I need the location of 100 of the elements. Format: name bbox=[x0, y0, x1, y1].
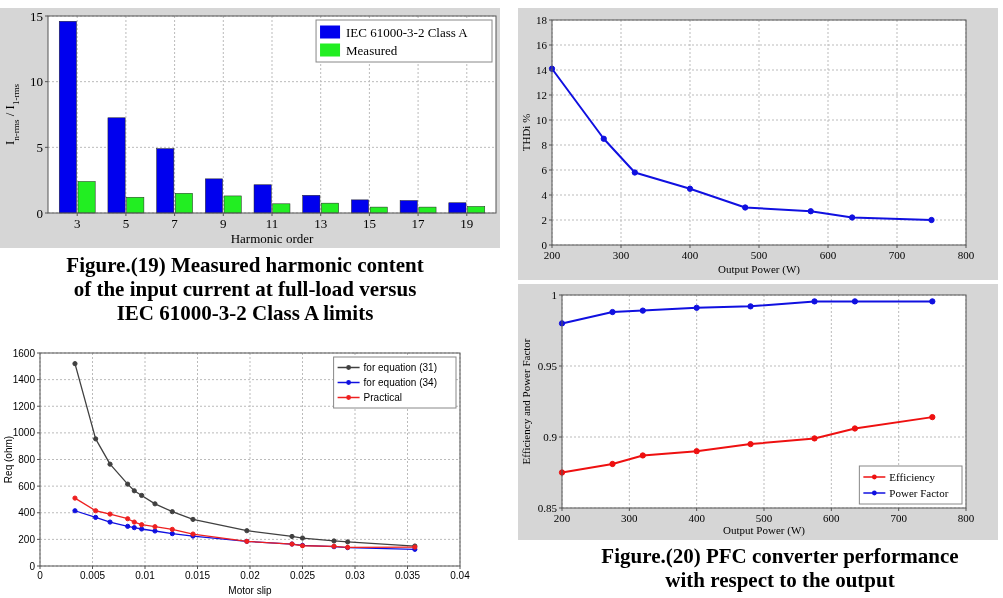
point bbox=[169, 531, 175, 537]
point bbox=[131, 525, 137, 531]
point bbox=[93, 508, 99, 514]
x-tick-label: 0.015 bbox=[184, 570, 211, 581]
point bbox=[299, 535, 306, 541]
point bbox=[609, 460, 616, 468]
y-tick-label: 1400 bbox=[12, 374, 36, 386]
x-tick-label: 600 bbox=[819, 248, 837, 261]
y-axis-title: THDi % bbox=[520, 113, 532, 152]
point bbox=[152, 524, 158, 530]
y-tick-label: 1000 bbox=[12, 427, 36, 439]
y-tick-label: 16 bbox=[536, 38, 548, 51]
y-tick-label: 600 bbox=[18, 480, 36, 492]
point bbox=[107, 461, 113, 467]
x-tick-label: 400 bbox=[688, 511, 706, 524]
x-tick-label: 7 bbox=[171, 216, 179, 232]
x-tick-label: 5 bbox=[122, 216, 130, 232]
point bbox=[811, 298, 818, 305]
x-tick-label: 0.04 bbox=[450, 570, 471, 581]
point bbox=[93, 436, 99, 442]
x-tick-label: 15 bbox=[362, 216, 376, 232]
y-tick-label: 10 bbox=[30, 74, 43, 90]
point bbox=[139, 526, 145, 532]
point bbox=[139, 492, 145, 499]
y-axis-title: Efficiency and Power Factor bbox=[520, 338, 532, 465]
x-tick-label: 700 bbox=[890, 511, 908, 524]
point bbox=[929, 413, 936, 421]
legend-label: Power Factor bbox=[889, 486, 949, 499]
y-axis-title: Req (ohm) bbox=[3, 435, 14, 484]
y-tick-label: 200 bbox=[18, 533, 36, 545]
point bbox=[345, 539, 351, 545]
y-tick-label: 6 bbox=[541, 163, 548, 176]
x-tick-label: 19 bbox=[460, 216, 474, 232]
point bbox=[929, 298, 936, 305]
point bbox=[693, 448, 700, 455]
y-tick-label: 1600 bbox=[12, 347, 36, 359]
point bbox=[811, 435, 818, 442]
y-tick-label: 8 bbox=[541, 138, 548, 151]
y-tick-label: 4 bbox=[541, 188, 548, 201]
text: IEC 61000-3-2 Class A limits bbox=[116, 301, 374, 325]
legend-label: for equation (31) bbox=[363, 362, 437, 373]
y-tick-label: 0.85 bbox=[537, 501, 558, 514]
point bbox=[849, 214, 856, 221]
x-axis-title: Output Power (W) bbox=[723, 524, 806, 537]
y-tick-label: 1 bbox=[551, 288, 557, 301]
point bbox=[609, 308, 616, 316]
point bbox=[125, 516, 131, 522]
x-tick-label: 13 bbox=[314, 216, 328, 232]
text: Figure.(19) Measured harmonic content bbox=[66, 253, 424, 277]
point bbox=[107, 519, 113, 525]
y-tick-label: 0 bbox=[29, 560, 36, 572]
y-tick-label: 2 bbox=[541, 213, 547, 226]
x-tick-label: 300 bbox=[612, 248, 630, 261]
text: with respect to the output bbox=[665, 568, 895, 592]
point bbox=[72, 508, 78, 514]
x-tick-label: 3 bbox=[73, 216, 81, 232]
point bbox=[631, 169, 638, 176]
x-axis-title: Motor slip bbox=[228, 585, 273, 596]
x-tick-label: 500 bbox=[750, 248, 768, 261]
x-tick-label: 0.035 bbox=[394, 570, 421, 581]
x-tick-label: 0.005 bbox=[79, 570, 106, 581]
point bbox=[600, 135, 607, 142]
point bbox=[131, 519, 137, 525]
point bbox=[747, 440, 754, 448]
x-tick-label: 500 bbox=[755, 511, 773, 524]
y-tick-label: 0 bbox=[36, 205, 43, 221]
legend-label: Efficiency bbox=[889, 470, 936, 483]
y-tick-label: 18 bbox=[536, 13, 548, 26]
legend-label: IEC 61000-3-2 Class A bbox=[346, 24, 469, 40]
x-tick-label: 0.03 bbox=[345, 570, 366, 581]
text: Figure.(20) PFC converter performance bbox=[601, 544, 959, 568]
point bbox=[807, 208, 814, 215]
y-tick-label: 0 bbox=[541, 238, 548, 251]
x-tick-label: 9 bbox=[220, 216, 227, 232]
point bbox=[851, 425, 859, 432]
point bbox=[693, 304, 700, 311]
x-tick-label: 700 bbox=[888, 248, 906, 261]
x-tick-label: 800 bbox=[957, 511, 975, 524]
x-tick-label: 0.01 bbox=[135, 570, 156, 581]
point bbox=[742, 204, 749, 211]
point bbox=[928, 216, 935, 224]
point bbox=[72, 361, 78, 367]
point bbox=[747, 303, 754, 310]
point bbox=[639, 452, 646, 459]
text: of the input current at full-load versus bbox=[73, 277, 417, 301]
point bbox=[289, 533, 295, 540]
x-tick-label: 0.025 bbox=[289, 570, 316, 581]
y-tick-label: 5 bbox=[36, 139, 43, 155]
point bbox=[152, 528, 158, 534]
x-tick-label: 300 bbox=[621, 511, 639, 524]
x-axis-title: Output Power (W) bbox=[718, 263, 801, 276]
point bbox=[244, 528, 250, 534]
x-axis-title: Harmonic order bbox=[230, 231, 314, 246]
point bbox=[72, 495, 78, 501]
x-tick-label: 400 bbox=[681, 248, 699, 261]
point bbox=[639, 307, 646, 314]
legend-label: Measured bbox=[346, 42, 398, 58]
y-tick-label: 12 bbox=[536, 88, 547, 101]
point bbox=[125, 481, 131, 487]
x-tick-label: 600 bbox=[823, 511, 841, 524]
